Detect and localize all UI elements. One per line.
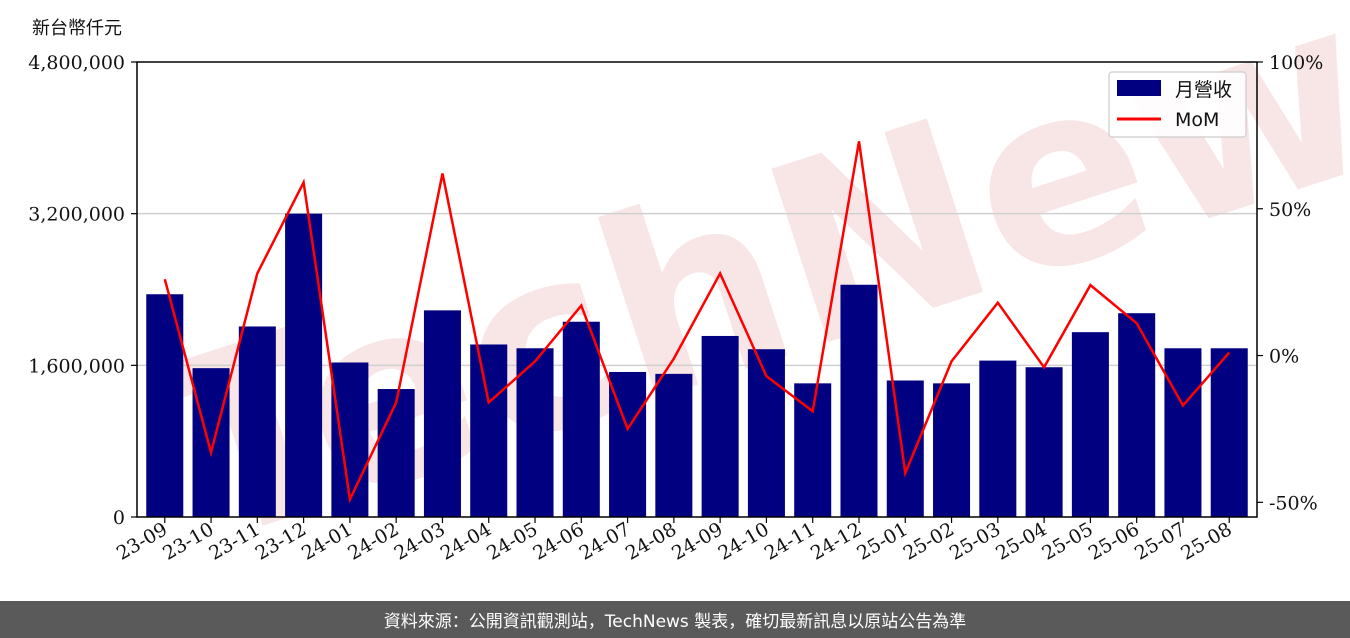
- legend-label-line: MoM: [1175, 109, 1219, 131]
- footer-source-note: 資料來源：公開資訊觀測站，TechNews 製表，確切最新訊息以原站公告為準: [0, 601, 1350, 638]
- x-tick-label: 25-01: [853, 518, 911, 564]
- x-tick-label: 25-08: [1177, 518, 1235, 564]
- bar-24-11: [794, 383, 832, 517]
- bar-24-12: [840, 284, 878, 517]
- x-tick-label: 25-06: [1085, 518, 1143, 564]
- right-tick-label: 0%: [1269, 346, 1299, 368]
- bar-23-09: [146, 294, 184, 517]
- revenue-chart: TechNews 01,600,0003,200,0004,800,000-50…: [28, 0, 1350, 600]
- bar-25-03: [979, 360, 1017, 517]
- mom-line: [163, 141, 1231, 504]
- x-tick-label: 24-08: [622, 518, 680, 564]
- bar-24-02: [377, 389, 415, 517]
- bar-25-07: [1164, 348, 1202, 517]
- bar-24-04: [470, 344, 508, 517]
- x-tick-label: 24-10: [714, 518, 772, 564]
- bar-25-04: [1025, 367, 1063, 517]
- bar-23-12: [285, 213, 323, 517]
- y-axis-unit-label: 新台幣仟元: [32, 18, 122, 39]
- right-tick-label: 50%: [1269, 199, 1311, 221]
- bar-23-11: [238, 326, 276, 517]
- bar-25-08: [1210, 348, 1248, 517]
- x-tick-label: 25-05: [1038, 518, 1096, 564]
- x-tick-label: 25-04: [992, 518, 1050, 564]
- x-tick-label: 24-05: [483, 518, 541, 564]
- right-tick-label: -50%: [1269, 492, 1318, 514]
- x-tick-label: 25-02: [900, 518, 958, 564]
- left-tick-label: 1,600,000: [28, 355, 125, 377]
- bar-24-09: [701, 335, 739, 517]
- bar-25-01: [886, 380, 924, 517]
- x-tick-label: 25-03: [946, 518, 1004, 564]
- x-tick-label: 24-09: [668, 518, 726, 564]
- bar-25-02: [933, 383, 971, 517]
- x-tick-label: 24-07: [576, 518, 634, 564]
- x-tick-label: 25-07: [1131, 518, 1189, 564]
- x-tick-label: 24-11: [761, 518, 819, 564]
- x-tick-label: 24-06: [529, 518, 587, 564]
- left-tick-label: 4,800,000: [28, 52, 125, 74]
- mom-line-series: [163, 141, 1231, 504]
- bar-25-05: [1071, 332, 1109, 517]
- bar-24-08: [655, 373, 693, 517]
- grid-lines: [137, 212, 1257, 367]
- left-tick-label: 0: [113, 507, 125, 529]
- bar-24-03: [423, 310, 461, 517]
- left-tick-label: 3,200,000: [28, 204, 125, 226]
- x-tick-label: 24-12: [807, 518, 865, 564]
- plot-frame: [136, 61, 1258, 518]
- legend: 月營收 MoM: [1108, 71, 1247, 138]
- legend-swatch-bar: [1117, 80, 1161, 96]
- legend-label-bar: 月營收: [1175, 79, 1232, 101]
- bar-24-05: [516, 348, 554, 517]
- bar-series: [146, 213, 1248, 517]
- bar-23-10: [192, 368, 230, 517]
- bar-24-06: [562, 321, 600, 517]
- right-tick-label: 100%: [1269, 52, 1323, 74]
